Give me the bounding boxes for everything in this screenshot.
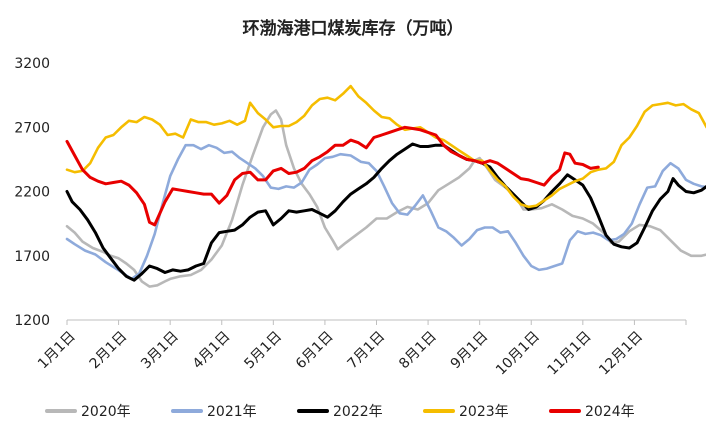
series-line-1	[65, 109, 706, 288]
y-tick-label: 2700	[14, 120, 50, 136]
series-line-3	[65, 142, 706, 282]
x-tick-label: 1月1日	[35, 328, 79, 372]
y-tick-label: 2200	[14, 185, 50, 201]
legend-label: 2024年	[585, 404, 635, 420]
x-tick-label: 11月1日	[545, 328, 595, 378]
series-lines	[65, 84, 706, 288]
series-line-5	[65, 125, 600, 227]
chart-title: 环渤海港口煤炭库存（万吨）	[243, 18, 464, 39]
x-tick-label: 4月1日	[190, 328, 234, 372]
x-tick-label: 9月1日	[448, 328, 492, 372]
legend-label: 2020年	[81, 404, 131, 420]
y-tick-label: 3200	[14, 56, 50, 72]
x-tick-label: 5月1日	[241, 328, 285, 372]
x-tick-label: 6月1日	[293, 328, 337, 372]
y-tick-label: 1200	[14, 313, 50, 329]
x-tick-label: 7月1日	[345, 328, 389, 372]
legend-label: 2022年	[333, 404, 383, 420]
legend-label: 2023年	[459, 404, 509, 420]
legend: 2020年 2021年 2022年 2023年 2024年	[45, 404, 635, 420]
y-tick-label: 1700	[14, 249, 50, 265]
series-line-2	[65, 143, 706, 281]
x-tick-label: 3月1日	[138, 328, 182, 372]
x-tick-label: 8月1日	[396, 328, 440, 372]
y-axis: 1200 1700 2200 2700 3200	[14, 56, 50, 329]
x-axis: 1月1日 2月1日 3月1日 4月1日 5月1日 6月1日 7月1日 8月1日 9月1日 10月1…	[35, 319, 687, 378]
legend-label: 2021年	[207, 404, 257, 420]
x-tick-label: 2月1日	[87, 328, 131, 372]
x-tick-label: 12月1日	[596, 328, 646, 378]
x-tick-label: 10月1日	[493, 328, 543, 378]
